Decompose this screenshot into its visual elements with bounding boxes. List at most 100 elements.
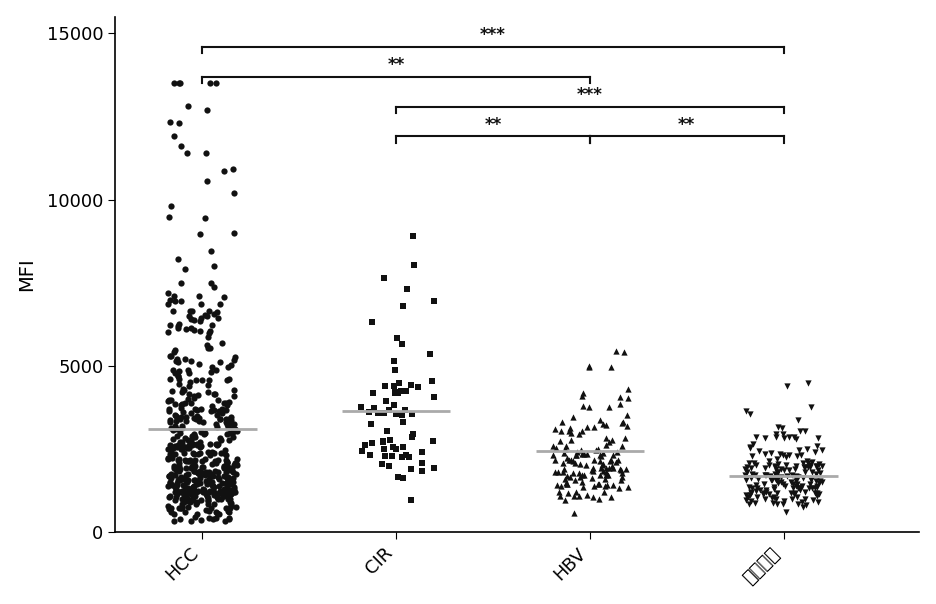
Point — [194, 313, 209, 323]
Point — [160, 481, 175, 490]
Point — [750, 483, 765, 492]
Point — [209, 508, 224, 518]
Point — [185, 495, 200, 505]
Point — [162, 492, 177, 501]
Point — [211, 472, 226, 482]
Point — [164, 507, 179, 516]
Point — [560, 479, 575, 489]
Point — [164, 395, 179, 405]
Point — [193, 316, 208, 326]
Point — [173, 400, 188, 410]
Point — [211, 395, 226, 405]
Point — [579, 422, 594, 432]
Point — [174, 141, 189, 151]
Point — [741, 458, 756, 468]
Point — [183, 306, 197, 315]
Point — [187, 475, 202, 484]
Point — [194, 404, 209, 414]
Point — [206, 389, 221, 399]
Point — [212, 487, 227, 496]
Point — [164, 423, 179, 433]
Point — [575, 449, 590, 459]
Point — [415, 448, 430, 457]
Point — [168, 465, 183, 475]
Point — [586, 463, 601, 473]
Point — [168, 296, 183, 306]
Point — [187, 486, 202, 496]
Point — [167, 291, 182, 301]
Point — [613, 393, 628, 402]
Point — [196, 487, 211, 497]
Point — [617, 434, 632, 443]
Point — [387, 356, 402, 365]
Point — [803, 402, 818, 412]
Point — [167, 348, 182, 358]
Point — [742, 409, 757, 419]
Point — [178, 489, 193, 498]
Point — [809, 461, 824, 471]
Point — [178, 507, 193, 517]
Point — [212, 510, 227, 519]
Point — [201, 306, 216, 316]
Point — [164, 446, 179, 455]
Point — [387, 381, 402, 390]
Point — [548, 425, 563, 434]
Point — [386, 442, 401, 452]
Point — [569, 447, 584, 457]
Point — [227, 458, 242, 468]
Point — [194, 495, 209, 505]
Point — [180, 435, 195, 445]
Point — [741, 500, 756, 509]
Point — [190, 411, 205, 420]
Point — [209, 513, 224, 522]
Point — [558, 474, 573, 484]
Point — [170, 324, 185, 333]
Point — [174, 423, 189, 432]
Point — [171, 458, 186, 468]
Point — [785, 483, 800, 492]
Point — [184, 461, 199, 471]
Point — [187, 475, 202, 485]
Point — [548, 455, 563, 464]
Point — [192, 413, 207, 423]
Point — [184, 440, 199, 450]
Point — [810, 441, 825, 451]
Point — [163, 117, 178, 127]
Point — [355, 446, 370, 455]
Point — [757, 479, 772, 489]
Point — [163, 352, 178, 361]
Point — [184, 306, 199, 316]
Point — [768, 429, 783, 439]
Point — [606, 450, 621, 460]
Point — [608, 346, 623, 356]
Point — [374, 459, 389, 469]
Point — [592, 450, 607, 460]
Point — [388, 444, 403, 454]
Point — [203, 440, 218, 449]
Point — [620, 394, 635, 403]
Point — [168, 368, 183, 378]
Point — [376, 445, 391, 454]
Point — [212, 487, 227, 496]
Point — [162, 504, 177, 514]
Point — [200, 493, 215, 503]
Point — [382, 435, 397, 445]
Point — [212, 475, 227, 484]
Point — [759, 485, 774, 495]
Point — [200, 332, 215, 342]
Point — [204, 477, 219, 486]
Point — [192, 292, 207, 301]
Point — [222, 374, 237, 384]
Point — [209, 490, 224, 500]
Point — [174, 413, 189, 422]
Point — [616, 417, 631, 426]
Point — [174, 403, 189, 413]
Point — [168, 482, 183, 492]
Point — [219, 429, 234, 439]
Point — [601, 437, 616, 447]
Point — [375, 437, 390, 447]
Point — [566, 491, 581, 501]
Point — [572, 429, 587, 439]
Point — [177, 490, 192, 500]
Point — [184, 431, 199, 440]
